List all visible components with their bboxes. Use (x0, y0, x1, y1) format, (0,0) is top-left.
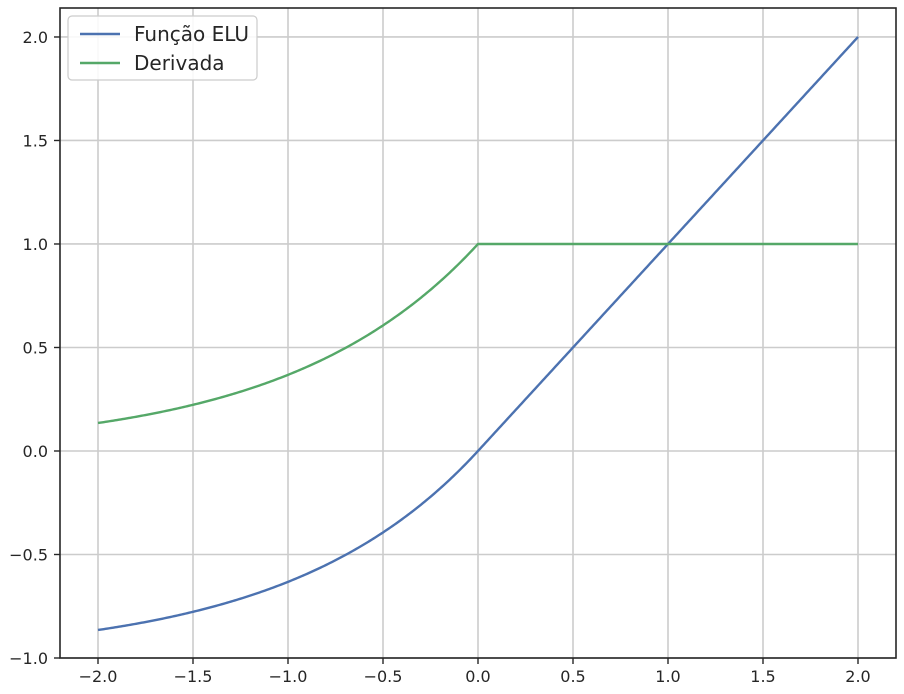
x-tick-label: 1.0 (655, 667, 680, 686)
y-tick-label: 0.0 (23, 442, 48, 461)
series-line-1 (97, 242, 858, 425)
legend-label: Função ELU (134, 22, 249, 46)
x-tick-label: −2.0 (79, 667, 118, 686)
x-tick-label: −1.5 (174, 667, 213, 686)
y-tick-label: 2.0 (23, 28, 48, 47)
series-line-0 (97, 36, 859, 632)
x-tick-label: −0.5 (364, 667, 403, 686)
x-tick-label: −1.0 (269, 667, 308, 686)
axis-ticks: −2.0 −1.5 −1.0 −0.5 0.0 0.5 1.0 1.5 2.0 −1.0 −0.5 0… (9, 28, 871, 686)
series-lines (97, 36, 859, 632)
y-tick-label: 1.5 (23, 131, 48, 150)
legend: Função ELU Derivada (67, 15, 258, 81)
y-tick-label: −0.5 (9, 545, 48, 564)
x-tick-label: 1.5 (750, 667, 775, 686)
x-tick-label: 0.5 (560, 667, 585, 686)
y-tick-label: 0.5 (23, 338, 48, 357)
y-tick-label: 1.0 (23, 235, 48, 254)
legend-label: Derivada (134, 51, 225, 75)
x-tick-label: 2.0 (845, 667, 870, 686)
x-tick-label: 0.0 (465, 667, 490, 686)
y-tick-label: −1.0 (9, 649, 48, 668)
grid (60, 8, 896, 659)
